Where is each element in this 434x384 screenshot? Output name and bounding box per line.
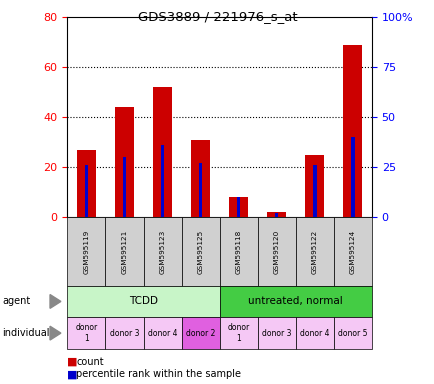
- Text: TCDD: TCDD: [129, 296, 158, 306]
- Text: donor
1: donor 1: [227, 323, 249, 343]
- Text: ■: ■: [67, 369, 78, 379]
- Text: agent: agent: [2, 296, 30, 306]
- Bar: [350, 137, 354, 217]
- Text: ■: ■: [67, 357, 78, 367]
- Text: GSM595120: GSM595120: [273, 229, 279, 274]
- Text: untreated, normal: untreated, normal: [248, 296, 342, 306]
- Bar: [115, 107, 134, 217]
- Bar: [77, 150, 96, 217]
- Bar: [122, 157, 126, 217]
- Text: individual: individual: [2, 328, 49, 338]
- Text: donor 3: donor 3: [109, 329, 139, 338]
- Bar: [305, 155, 324, 217]
- Bar: [266, 212, 286, 217]
- Text: GSM595118: GSM595118: [235, 229, 241, 274]
- Bar: [191, 140, 210, 217]
- Text: donor 5: donor 5: [337, 329, 367, 338]
- Bar: [85, 165, 88, 217]
- Text: GDS3889 / 221976_s_at: GDS3889 / 221976_s_at: [138, 10, 296, 23]
- Text: GSM595123: GSM595123: [159, 229, 165, 274]
- Text: count: count: [76, 357, 104, 367]
- Text: GSM595121: GSM595121: [121, 229, 127, 274]
- Bar: [312, 165, 316, 217]
- Bar: [229, 197, 248, 217]
- Text: GSM595119: GSM595119: [83, 229, 89, 274]
- Text: GSM595122: GSM595122: [311, 229, 317, 274]
- Text: donor 3: donor 3: [261, 329, 291, 338]
- Bar: [161, 145, 164, 217]
- Bar: [274, 213, 278, 217]
- Text: donor 4: donor 4: [299, 329, 329, 338]
- Bar: [342, 45, 362, 217]
- Bar: [237, 197, 240, 217]
- Text: GSM595124: GSM595124: [349, 229, 355, 274]
- Text: donor 2: donor 2: [185, 329, 215, 338]
- Text: donor 4: donor 4: [148, 329, 177, 338]
- Text: percentile rank within the sample: percentile rank within the sample: [76, 369, 240, 379]
- Bar: [153, 87, 172, 217]
- Text: GSM595125: GSM595125: [197, 229, 203, 274]
- Text: donor
1: donor 1: [75, 323, 97, 343]
- Bar: [198, 163, 202, 217]
